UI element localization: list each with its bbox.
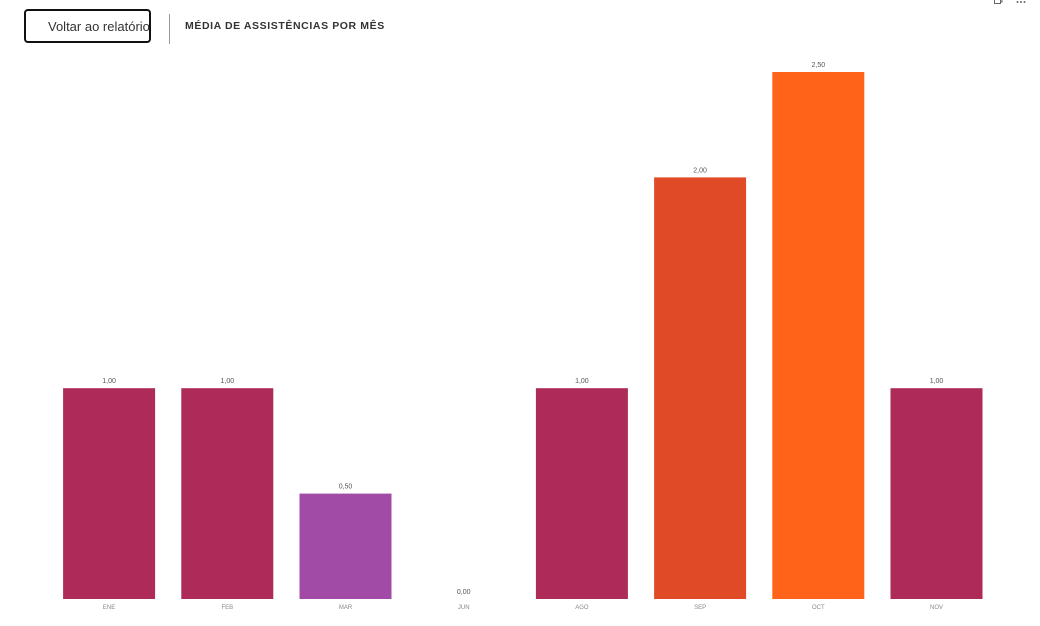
bar-chart: 1,00 ENE 1,00 FEB 0,50 MAR 0,00 JUN 1,00 AGO 2,00 S… — [63, 62, 983, 611]
bar-feb[interactable] — [181, 388, 274, 599]
x-tick-label-sep: SEP — [694, 605, 706, 611]
x-tick-label-feb: FEB — [221, 605, 233, 611]
x-tick-label-ene: ENE — [103, 605, 115, 611]
data-label-mar: 0,50 — [339, 484, 353, 491]
chart-area: 1,00 ENE 1,00 FEB 0,50 MAR 0,00 JUN 1,00 AGO 2,00 S… — [0, 56, 1040, 626]
page-title: MÉDIA DE ASSISTÊNCIAS POR MÊS — [185, 20, 385, 32]
bar-mar[interactable] — [299, 493, 392, 599]
data-label-feb: 1,00 — [220, 378, 234, 385]
data-label-ago: 1,00 — [575, 378, 589, 385]
x-tick-label-mar: MAR — [339, 605, 353, 611]
data-label-nov: 1,00 — [930, 378, 944, 385]
back-button-label: Voltar ao relatório — [48, 18, 150, 34]
bar-ago[interactable] — [535, 388, 628, 599]
data-label-oct: 2,50 — [811, 62, 825, 69]
data-label-ene: 1,00 — [102, 378, 116, 385]
x-tick-label-jun: JUN — [458, 605, 470, 611]
data-label-sep: 2,00 — [693, 167, 707, 174]
bar-sep[interactable] — [654, 177, 747, 599]
x-tick-label-ago: AGO — [575, 605, 589, 611]
copy-icon[interactable] — [994, 0, 1004, 4]
header-divider — [169, 14, 170, 44]
visual-header-icons — [994, 0, 1026, 4]
back-to-report-button[interactable]: Voltar ao relatório — [24, 9, 151, 43]
x-tick-label-nov: NOV — [930, 605, 943, 611]
header: Voltar ao relatório MÉDIA DE ASSISTÊNCIA… — [0, 0, 1040, 56]
data-label-jun: 0,00 — [457, 589, 471, 596]
x-tick-label-oct: OCT — [812, 605, 825, 611]
bar-ene[interactable] — [63, 388, 156, 599]
bar-oct[interactable] — [772, 72, 865, 599]
bar-nov[interactable] — [890, 388, 983, 599]
more-options-icon[interactable] — [1016, 0, 1026, 4]
